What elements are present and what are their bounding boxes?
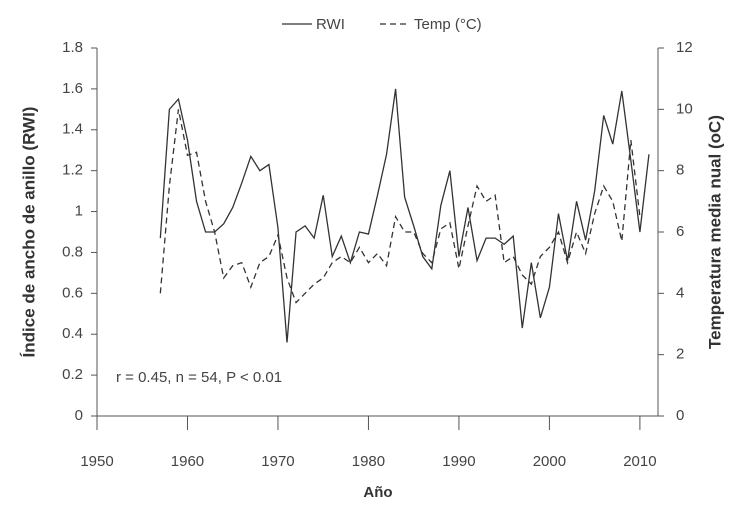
x-tick-label: 1960 (171, 453, 204, 470)
y2-axis-label: Temperatura media nual (oC) (705, 115, 724, 349)
legend-label: Temp (°C) (414, 16, 482, 33)
y-tick-label: 1.8 (62, 39, 83, 56)
y-tick-label: 1.6 (62, 80, 83, 97)
x-tick-label: 1950 (80, 453, 113, 470)
y-tick-label: 1 (75, 203, 83, 220)
y-tick-label: 1.4 (62, 121, 83, 138)
y2-tick-label: 12 (676, 39, 693, 56)
x-tick-label: 1970 (261, 453, 294, 470)
legend-label: RWI (316, 16, 345, 33)
y2-tick-label: 8 (676, 162, 684, 179)
y-tick-label: 1.2 (62, 162, 83, 179)
y-tick-label: 0.6 (62, 284, 83, 301)
y-tick-label: 0.4 (62, 325, 83, 342)
x-tick-label: 2010 (623, 453, 656, 470)
y-tick-label: 0.8 (62, 243, 83, 260)
y2-tick-label: 0 (676, 407, 684, 424)
x-axis-label: Año (363, 484, 392, 501)
y2-tick-label: 4 (676, 284, 684, 301)
x-tick-label: 1980 (352, 453, 385, 470)
x-tick-label: 2000 (533, 453, 566, 470)
y2-tick-label: 2 (676, 346, 684, 363)
y-tick-label: 0 (75, 407, 83, 424)
line (159, 109, 641, 304)
y2-tick-label: 6 (676, 223, 684, 240)
y2-tick-label: 10 (676, 100, 693, 117)
annotation: r = 0.45, n = 54, P < 0.01 (116, 369, 282, 386)
y-axis-label: Índice de ancho de anillo (RWI) (19, 107, 38, 358)
y-tick-label: 0.2 (62, 366, 83, 383)
x-tick-label: 1990 (442, 453, 475, 470)
line (159, 88, 650, 343)
